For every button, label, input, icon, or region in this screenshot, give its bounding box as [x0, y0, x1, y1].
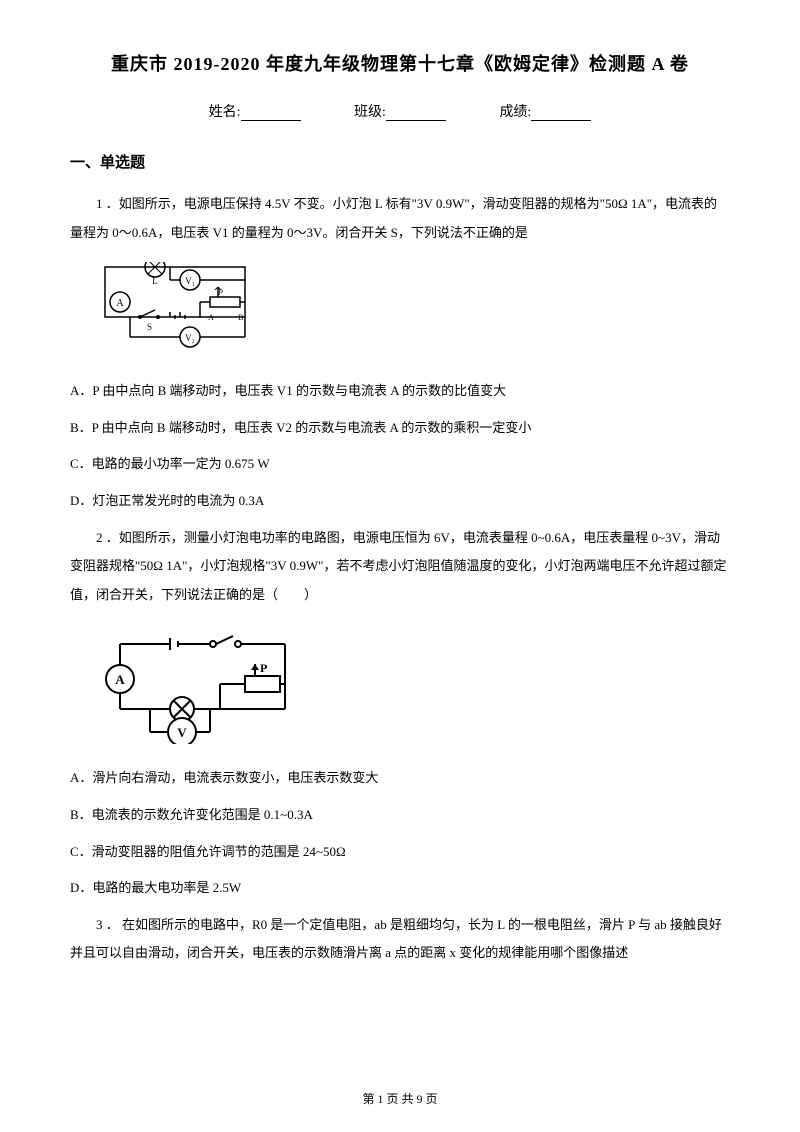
svg-text:V₂: V₂ — [185, 333, 195, 343]
svg-text:V₁: V₁ — [185, 276, 195, 286]
class-field: 班级: — [354, 101, 446, 121]
section-header: 一、单选题 — [70, 151, 730, 172]
q2-option-b: B．电流表的示数允许变化范围是 0.1~0.3A — [70, 801, 730, 830]
class-blank[interactable] — [386, 107, 446, 121]
question-1-text: 1 ．如图所示，电源电压保持 4.5V 不变。小灯泡 L 标有"3V 0.9W"… — [70, 190, 730, 247]
q1-option-a: A．P 由中点向 B 端移动时，电压表 V1 的示数与电流表 A 的示数的比值变… — [70, 377, 730, 406]
score-field: 成绩: — [499, 101, 591, 121]
name-blank[interactable] — [241, 107, 301, 121]
svg-text:P: P — [260, 661, 267, 675]
page-footer: 第 1 页 共 9 页 — [0, 1090, 800, 1107]
name-field: 姓名: — [209, 101, 301, 121]
q1-option-b: B．P 由中点向 B 端移动时，电压表 V2 的示数与电流表 A 的示数的乘积一… — [70, 414, 730, 443]
class-label: 班级: — [354, 105, 386, 120]
circuit-diagram-1: A L V₁ P A B S V₂ — [100, 262, 730, 362]
q1-option-c: C．电路的最小功率一定为 0.675 W — [70, 450, 730, 479]
score-blank[interactable] — [531, 107, 591, 121]
page-title: 重庆市 2019-2020 年度九年级物理第十七章《欧姆定律》检测题 A 卷 — [70, 50, 730, 76]
q2-option-a: A．滑片向右滑动，电流表示数变小，电压表示数变大 — [70, 764, 730, 793]
svg-text:P: P — [217, 288, 223, 297]
score-label: 成绩: — [499, 105, 531, 120]
svg-text:S: S — [147, 322, 152, 332]
q2-option-d: D．电路的最大电功率是 2.5W — [70, 874, 730, 903]
circuit-diagram-2: P A V — [100, 624, 730, 749]
question-2-text: 2 ．如图所示，测量小灯泡电功率的电路图，电源电压恒为 6V，电流表量程 0~0… — [70, 524, 730, 610]
q1-option-d: D．灯泡正常发光时的电流为 0.3A — [70, 487, 730, 516]
svg-text:L: L — [152, 276, 158, 286]
question-3-text: 3 ． 在如图所示的电路中，R0 是一个定值电阻，ab 是粗细均匀，长为 L 的… — [70, 911, 730, 968]
name-label: 姓名: — [209, 105, 241, 120]
svg-text:A: A — [208, 313, 214, 322]
svg-text:V: V — [177, 725, 187, 740]
svg-text:A: A — [116, 298, 124, 309]
svg-text:B: B — [238, 313, 243, 322]
student-info-row: 姓名: 班级: 成绩: — [70, 101, 730, 121]
svg-text:A: A — [115, 672, 125, 687]
q2-option-c: C．滑动变阻器的阻值允许调节的范围是 24~50Ω — [70, 838, 730, 867]
